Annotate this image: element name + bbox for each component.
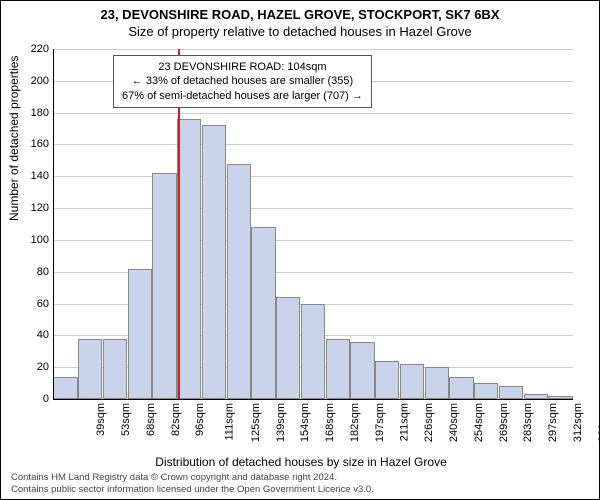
histogram-bar <box>78 339 102 399</box>
x-axis-label: Distribution of detached houses by size … <box>1 455 600 469</box>
plot-area: 02040608010012014016018020022039sqm53sqm… <box>53 49 573 399</box>
ytick-label: 80 <box>19 266 49 278</box>
footer: Contains HM Land Registry data © Crown c… <box>11 472 374 495</box>
xtick-label: 96sqm <box>194 403 206 436</box>
xtick-label: 53sqm <box>120 403 132 436</box>
histogram-bar <box>202 125 226 399</box>
ytick-label: 140 <box>19 170 49 182</box>
footer-line2: Contains public sector information licen… <box>11 484 374 495</box>
gridline <box>53 113 573 114</box>
histogram-bar <box>474 383 498 399</box>
ytick-label: 40 <box>19 329 49 341</box>
x-axis-line <box>53 399 573 400</box>
histogram-bar <box>103 339 127 399</box>
xtick-label: 211sqm <box>398 403 410 441</box>
xtick-label: 154sqm <box>300 403 312 442</box>
gridline <box>53 144 573 145</box>
ytick-label: 20 <box>19 361 49 373</box>
ytick-label: 100 <box>19 234 49 246</box>
ytick-label: 0 <box>19 393 49 405</box>
histogram-bar <box>400 364 424 399</box>
annotation-box: 23 DEVONSHIRE ROAD: 104sqm← 33% of detac… <box>113 55 372 108</box>
y-axis-line <box>53 49 54 399</box>
xtick-label: 139sqm <box>275 403 287 442</box>
xtick-label: 254sqm <box>473 403 485 442</box>
chart-container: 23, DEVONSHIRE ROAD, HAZEL GROVE, STOCKP… <box>0 0 600 500</box>
xtick-label: 168sqm <box>324 403 336 442</box>
histogram-bar <box>449 377 473 399</box>
gridline <box>53 208 573 209</box>
title-line1: 23, DEVONSHIRE ROAD, HAZEL GROVE, STOCKP… <box>1 7 599 22</box>
xtick-label: 111sqm <box>224 403 236 441</box>
ytick-label: 220 <box>19 43 49 55</box>
histogram-bar <box>177 119 201 399</box>
histogram-bar <box>350 342 374 399</box>
histogram-bar <box>227 164 251 399</box>
ytick-label: 60 <box>19 298 49 310</box>
histogram-bar <box>251 227 275 399</box>
histogram-bar <box>499 386 523 399</box>
histogram-bar <box>128 269 152 399</box>
title-line2: Size of property relative to detached ho… <box>1 24 599 39</box>
histogram-bar <box>276 297 300 399</box>
xtick-label: 182sqm <box>349 403 361 442</box>
histogram-bar <box>326 339 350 399</box>
xtick-label: 197sqm <box>374 403 386 442</box>
xtick-label: 240sqm <box>448 403 460 442</box>
xtick-label: 312sqm <box>572 403 584 442</box>
histogram-bar <box>152 173 176 399</box>
gridline <box>53 49 573 50</box>
gridline <box>53 176 573 177</box>
xtick-label: 226sqm <box>423 403 435 442</box>
xtick-label: 283sqm <box>522 403 534 442</box>
footer-line1: Contains HM Land Registry data © Crown c… <box>11 472 374 483</box>
histogram-bar <box>53 377 77 399</box>
annotation-line1: 23 DEVONSHIRE ROAD: 104sqm <box>122 60 363 74</box>
annotation-line2: ← 33% of detached houses are smaller (35… <box>122 74 363 88</box>
ytick-label: 180 <box>19 107 49 119</box>
xtick-label: 39sqm <box>95 403 107 436</box>
gridline <box>53 240 573 241</box>
ytick-label: 120 <box>19 202 49 214</box>
xtick-label: 82sqm <box>170 403 182 436</box>
histogram-bar <box>425 367 449 399</box>
annotation-line3: 67% of semi-detached houses are larger (… <box>122 89 363 103</box>
xtick-label: 269sqm <box>498 403 510 442</box>
ytick-label: 160 <box>19 138 49 150</box>
histogram-bar <box>375 361 399 399</box>
ytick-label: 200 <box>19 75 49 87</box>
xtick-label: 68sqm <box>145 403 157 436</box>
xtick-label: 125sqm <box>250 403 262 442</box>
xtick-label: 297sqm <box>547 403 559 442</box>
histogram-bar <box>301 304 325 399</box>
